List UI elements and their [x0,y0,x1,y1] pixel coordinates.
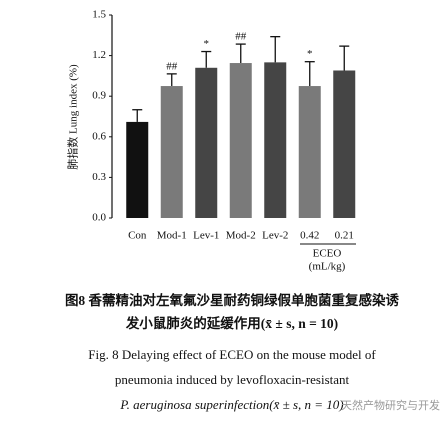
x-tick-label: Lev-1 [193,230,219,242]
group-label: ECEO [313,248,342,260]
y-tick-label: 1.2 [92,49,106,61]
bar [298,86,321,218]
y-tick-label: 0.0 [92,212,106,224]
watermark: 天然产物研究与开发 [341,398,440,412]
x-tick-label: Lev-2 [262,230,288,242]
y-tick-label: 0.9 [92,90,106,102]
bar [264,62,287,218]
significance-marker: ## [166,60,178,72]
y-tick-label: 0.6 [92,130,106,142]
y-axis-label: 肺指数 Lung index (%) [66,64,80,170]
caption-en: Fig. 8 Delaying effect of ECEO on the mo… [88,347,376,362]
x-tick-label: Mod-2 [226,230,256,242]
bar [126,121,149,218]
caption-cn: 发小鼠肺炎的延缓作用(x̄ ± s, n = 10) [125,315,338,331]
x-tick-label: 0.42 [300,230,319,242]
y-tick-label: 0.3 [92,171,106,183]
x-tick-label: Con [128,230,147,242]
caption-en: pneumonia induced by levofloxacin-resist… [115,372,350,387]
caption-en: P. aeruginosa superinfection(x̄ ± s, n =… [119,397,343,412]
significance-marker: * [307,48,313,60]
group-unit: (mL/kg) [309,261,346,273]
bar [229,63,252,218]
significance-marker: ## [235,31,247,43]
bar [333,70,356,218]
x-tick-label: 0.21 [335,230,354,242]
y-tick-label: 1.5 [92,9,106,21]
significance-marker: * [204,38,210,50]
caption-cn: 图8 香薷精油对左氧氟沙星耐药铜绿假单胞菌重复感染诱 [65,292,400,308]
bar [195,67,218,218]
x-tick-label: Mod-1 [157,230,187,242]
bar [160,86,183,218]
